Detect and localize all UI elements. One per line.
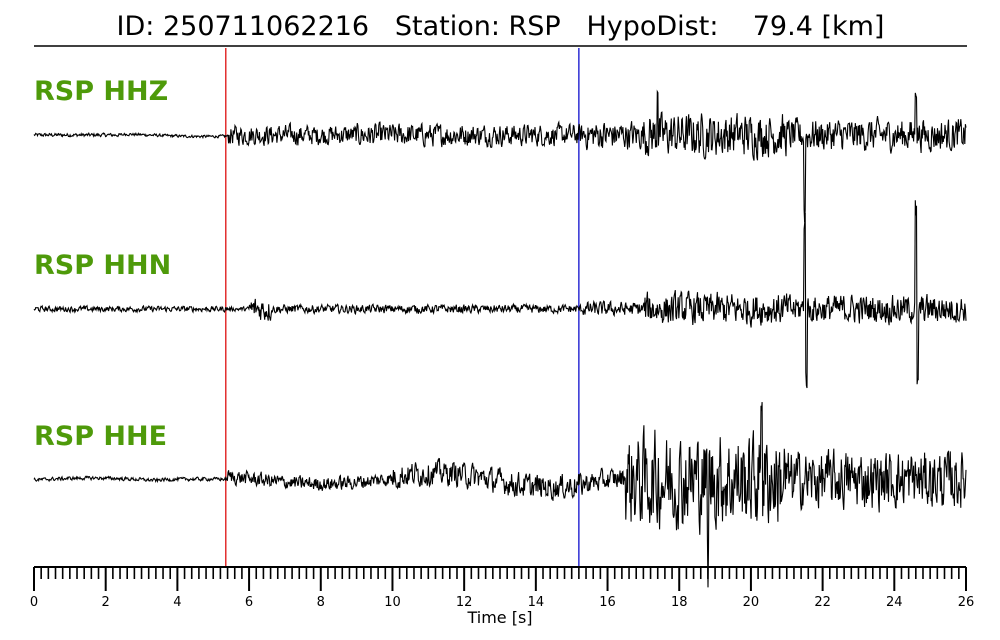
trace-label-rsp-hhe: RSP HHE: [34, 421, 167, 452]
x-tick-label: 20: [743, 595, 760, 610]
trace-group: [33, 89, 967, 588]
x-tick-label: 14: [528, 595, 545, 610]
x-tick-label: 8: [317, 595, 325, 610]
x-tick-label: 4: [173, 595, 181, 610]
trace-rsp-hhn: [33, 200, 967, 389]
x-tick-label: 18: [671, 595, 688, 610]
trace-labels: RSP HHZ RSP HHN RSP HHE: [34, 76, 171, 452]
trace-label-rsp-hhn: RSP HHN: [34, 250, 171, 281]
trace-rsp-hhe: [33, 402, 967, 588]
x-axis-label: Time [s]: [466, 608, 532, 627]
x-tick-label: 10: [384, 595, 401, 610]
x-tick-label: 0: [30, 595, 38, 610]
trace-rsp-hhz: [33, 89, 967, 223]
x-tick-label: 12: [456, 595, 473, 610]
x-tick-label: 26: [958, 595, 975, 610]
x-tick-label: 22: [814, 595, 831, 610]
x-tick-label: 6: [245, 595, 253, 610]
x-tick-label: 2: [102, 595, 110, 610]
chart-title: ID: 250711062216 Station: RSP HypoDist: …: [116, 11, 885, 42]
trace-label-rsp-hhz: RSP HHZ: [34, 76, 168, 107]
x-tick-label: 16: [599, 595, 616, 610]
x-tick-label: 24: [886, 595, 903, 610]
